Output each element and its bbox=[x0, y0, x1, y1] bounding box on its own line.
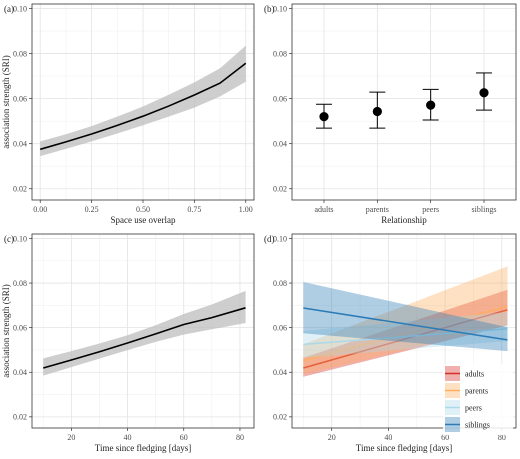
legend-label-peers: peers bbox=[465, 404, 482, 413]
trend-line-siblings bbox=[303, 307, 508, 341]
x-tick-label: 20 bbox=[67, 433, 75, 442]
y-tick-label: 0.10 bbox=[13, 4, 27, 13]
y-tick-label: 0.08 bbox=[273, 49, 287, 58]
estimate-point-parents bbox=[372, 106, 382, 117]
panel-a: 0.02 0.04 0.06 0.08 0.10 0.00 0.25 0.50 0.75 1.00… bbox=[1, 3, 255, 225]
confidence-band bbox=[43, 290, 246, 376]
y-tick-label: 0.10 bbox=[273, 4, 287, 13]
x-axis-label: Relationship bbox=[381, 215, 427, 225]
trend-line bbox=[43, 307, 246, 369]
x-axis-label: Space use overlap bbox=[111, 215, 176, 225]
y-tick-label: 0.10 bbox=[13, 234, 27, 243]
plot-background bbox=[292, 4, 516, 200]
panel-border bbox=[31, 233, 255, 429]
y-tick-label: 0.06 bbox=[273, 94, 287, 103]
estimate-point-siblings bbox=[479, 88, 489, 98]
x-tick-label: 80 bbox=[236, 433, 244, 442]
x-tick-label: 0.75 bbox=[187, 205, 201, 214]
x-tick-label: 40 bbox=[124, 433, 132, 442]
x-tick-label: 1.00 bbox=[239, 205, 253, 214]
y-tick-label: 0.04 bbox=[273, 368, 287, 377]
y-tick-label: 0.06 bbox=[13, 94, 27, 103]
y-tick-label: 0.04 bbox=[13, 139, 27, 148]
y-tick-label: 0.06 bbox=[273, 323, 287, 332]
estimate-point-adults bbox=[319, 112, 329, 122]
y-tick-label: 0.04 bbox=[13, 368, 27, 377]
panel-c: 0.02 0.04 0.06 0.08 0.10 20 40 60 80 Time since f… bbox=[1, 233, 255, 453]
panel-border bbox=[291, 3, 517, 201]
trend-line bbox=[39, 62, 247, 151]
confidence-band bbox=[40, 45, 246, 157]
x-tick-label: 0.50 bbox=[136, 205, 150, 214]
x-tick-label: 0.00 bbox=[33, 205, 47, 214]
panel-border bbox=[291, 233, 517, 429]
y-tick-label: 0.10 bbox=[273, 234, 287, 243]
y-axis-label: association strength (SRI) bbox=[1, 284, 11, 378]
x-tick-label: adults bbox=[314, 205, 333, 214]
trend-line-parents bbox=[303, 305, 508, 362]
x-tick-label: peers bbox=[422, 205, 439, 214]
panel-label: (a) bbox=[4, 4, 14, 14]
y-tick-label: 0.08 bbox=[13, 49, 27, 58]
panel-d: 0.02 0.04 0.06 0.08 0.10 20 40 60 80 Time since f… bbox=[264, 233, 517, 453]
x-tick-label: siblings bbox=[472, 205, 497, 214]
panel-label: (c) bbox=[4, 234, 14, 244]
x-tick-label: 20 bbox=[328, 433, 336, 442]
y-tick-label: 0.08 bbox=[13, 279, 27, 288]
y-tick-label: 0.06 bbox=[13, 323, 27, 332]
estimate-point-peers bbox=[426, 100, 436, 110]
x-axis-label: Time since fledging [days] bbox=[356, 443, 452, 453]
y-axis-label: association strength (SRI) bbox=[1, 55, 11, 149]
confidence-band-peers bbox=[303, 312, 508, 358]
legend-label-parents: parents bbox=[465, 387, 488, 396]
x-tick-label: 60 bbox=[441, 433, 449, 442]
x-tick-label: 60 bbox=[180, 433, 188, 442]
y-tick-label: 0.02 bbox=[273, 413, 287, 422]
y-tick-label: 0.02 bbox=[13, 413, 27, 422]
legend-label-adults: adults bbox=[465, 370, 484, 379]
panel-label: (b) bbox=[264, 4, 275, 14]
x-tick-label: 40 bbox=[384, 433, 392, 442]
panel-b: 0.02 0.04 0.06 0.08 0.10 adults parents peers si… bbox=[264, 3, 517, 225]
confidence-band-siblings bbox=[303, 281, 508, 352]
panel-label: (d) bbox=[264, 234, 275, 244]
legend-background bbox=[443, 364, 513, 435]
trend-line-peers bbox=[303, 328, 508, 346]
x-tick-label: 80 bbox=[498, 433, 506, 442]
y-tick-label: 0.02 bbox=[273, 185, 287, 194]
y-tick-label: 0.04 bbox=[273, 139, 287, 148]
x-axis-label: Time since fledging [days] bbox=[95, 443, 191, 453]
legend: adults parents peers siblings bbox=[443, 364, 513, 435]
x-tick-label: 0.25 bbox=[85, 205, 99, 214]
x-tick-label: parents bbox=[366, 205, 389, 214]
legend-label-siblings: siblings bbox=[465, 421, 490, 430]
trend-line-adults bbox=[303, 309, 508, 369]
y-tick-label: 0.02 bbox=[13, 185, 27, 194]
y-tick-label: 0.08 bbox=[273, 279, 287, 288]
